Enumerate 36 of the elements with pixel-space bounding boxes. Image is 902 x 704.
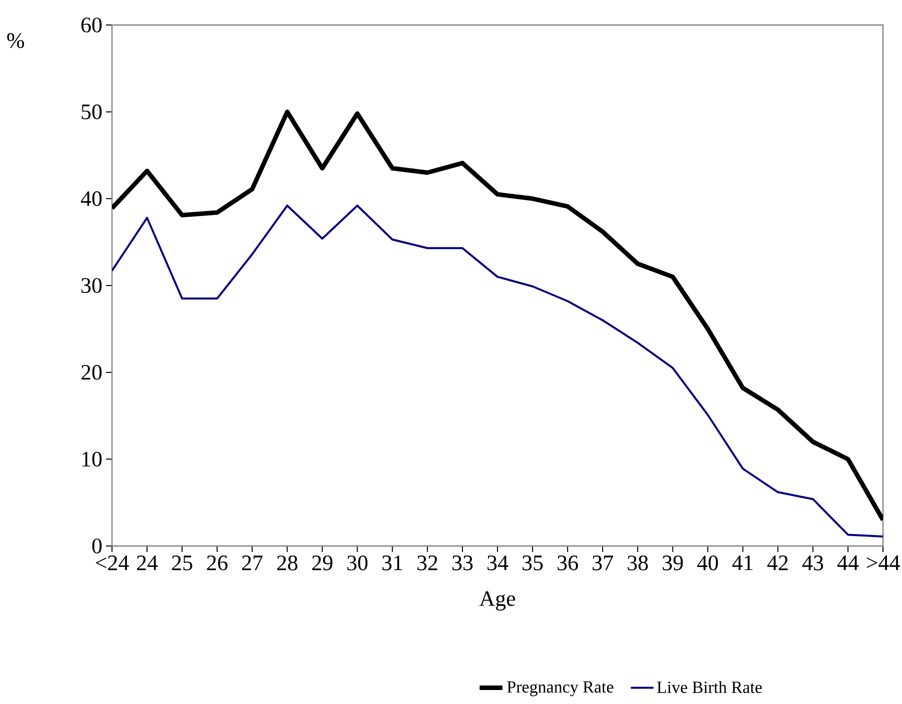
x-tick-label: 40: [697, 556, 718, 570]
x-tick-label: 30: [347, 556, 368, 570]
y-tick-label: 50: [82, 104, 102, 120]
x-tick-label: 33: [452, 556, 473, 570]
x-tick-label: 25: [172, 556, 192, 570]
x-tick-label: 24: [137, 556, 158, 570]
x-tick-label: 26: [207, 556, 228, 570]
x-tick-label: 29: [312, 556, 332, 570]
x-tick-label: 31: [382, 556, 402, 570]
x-tick-label: 44: [837, 556, 859, 570]
x-tick-label: 32: [417, 556, 438, 570]
y-tick-label: 20: [81, 364, 102, 380]
y-axis-title: %: [7, 33, 24, 48]
x-tick-label: 43: [802, 556, 824, 570]
x-tick-label: 35: [522, 556, 543, 570]
x-axis-title: Age: [479, 591, 516, 611]
x-tick-label: >44: [866, 556, 900, 570]
x-tick-label: 28: [277, 556, 298, 570]
x-tick-label: 37: [592, 556, 614, 570]
x-tick-label: 41: [732, 556, 752, 570]
legend-label: Pregnancy Rate: [507, 681, 614, 696]
x-tick-label: 38: [628, 556, 648, 570]
x-tick-label: 42: [767, 556, 788, 570]
x-tick-label: 34: [488, 556, 508, 570]
line-series: [112, 110, 884, 522]
x-tick-label: 39: [662, 556, 683, 570]
y-tick-label: 40: [80, 191, 102, 206]
y-tick-label: 10: [82, 452, 102, 467]
y-tick-label: 0: [92, 538, 102, 554]
x-tick-label: 27: [242, 556, 263, 570]
x-tick-label: 36: [558, 556, 578, 570]
legend-label: Live Birth Rate: [657, 681, 762, 694]
x-tick-label: <24: [96, 556, 129, 570]
y-tick-label: 60: [81, 18, 102, 32]
line-series: [112, 204, 884, 538]
y-tick-label: 30: [82, 278, 102, 293]
